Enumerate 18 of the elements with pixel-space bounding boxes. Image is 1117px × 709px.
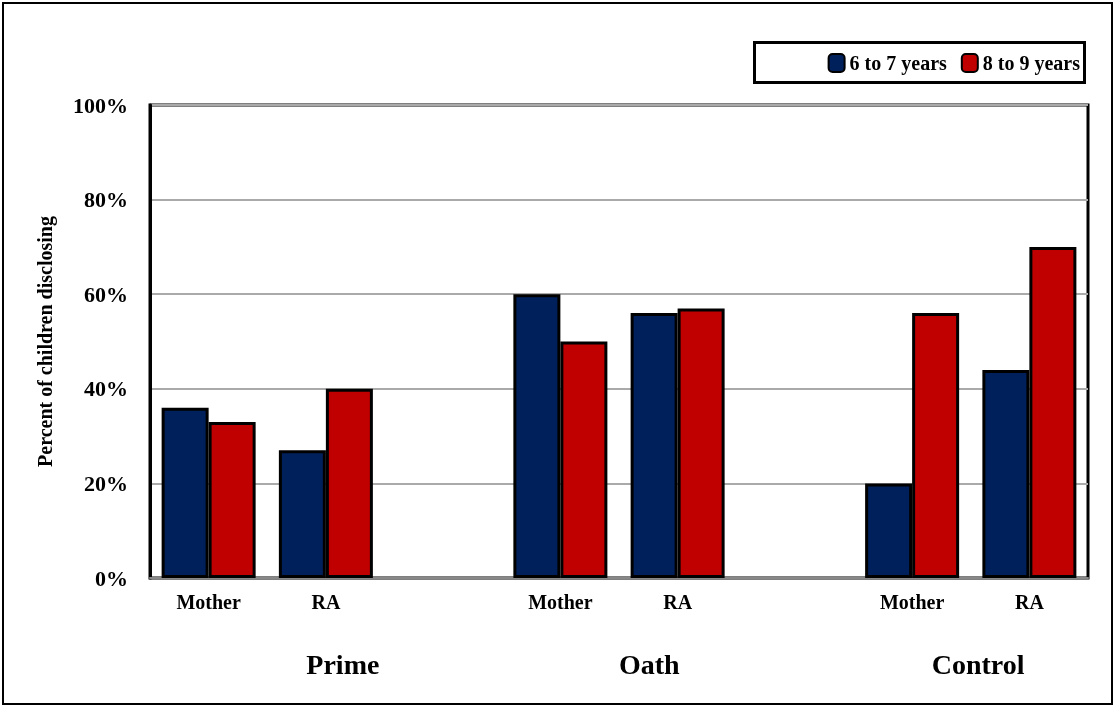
y-tick-label: 20%: [84, 470, 128, 496]
y-tick-label: 80%: [84, 187, 128, 213]
x-tick-label: RA: [1014, 591, 1045, 613]
legend-label: 8 to 9 years: [982, 52, 1081, 75]
y-tick-label: 40%: [84, 376, 128, 402]
text: Oath: [618, 648, 681, 680]
x-tick-label: RA: [663, 591, 693, 613]
text: Prime: [306, 648, 380, 680]
x-tick-label: Mother: [176, 591, 241, 613]
text: Control: [931, 648, 1025, 680]
x-tick-label: RA: [311, 591, 341, 613]
y-axis-title: Percent of children disclosing: [34, 216, 57, 467]
x-tick-label: Mother: [528, 591, 593, 613]
y-tick-label: 60%: [84, 281, 128, 307]
x-tick-label: Mother: [879, 591, 945, 613]
y-tick-label: 0%: [95, 565, 128, 591]
legend-label: 6 to 7 years: [849, 52, 948, 75]
y-tick-label: 100%: [73, 92, 128, 118]
